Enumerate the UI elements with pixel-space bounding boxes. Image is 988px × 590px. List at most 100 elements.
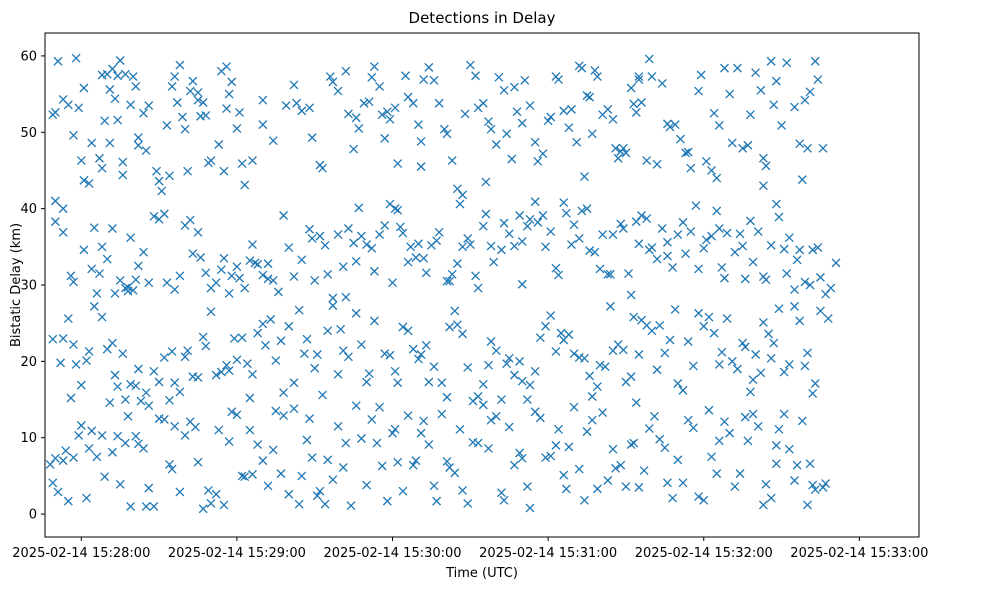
data-point — [569, 349, 579, 359]
data-point — [810, 56, 820, 66]
data-point — [551, 263, 561, 273]
data-point — [722, 314, 732, 324]
data-point — [325, 72, 335, 81]
data-point — [655, 321, 665, 330]
data-point — [341, 66, 351, 76]
data-point — [696, 70, 706, 80]
data-point — [281, 101, 291, 111]
data-point — [232, 355, 242, 365]
data-point — [525, 101, 535, 111]
data-point — [328, 475, 338, 485]
data-point — [118, 170, 128, 180]
data-point — [515, 356, 525, 366]
data-point — [63, 314, 73, 324]
data-point — [668, 493, 678, 503]
data-point — [605, 301, 615, 311]
data-point — [196, 253, 206, 262]
data-point — [603, 104, 613, 114]
data-point — [152, 166, 161, 176]
data-point — [683, 415, 693, 425]
data-point — [535, 333, 545, 343]
data-point — [279, 388, 289, 398]
data-point — [525, 380, 535, 390]
data-point — [771, 440, 781, 450]
data-point — [745, 387, 755, 397]
data-point — [582, 427, 592, 437]
data-point — [224, 89, 234, 99]
data-point — [634, 239, 644, 249]
data-point — [678, 385, 688, 395]
data-point — [738, 338, 748, 348]
data-point — [139, 443, 149, 453]
data-point — [292, 98, 302, 108]
data-point — [489, 257, 499, 267]
data-point — [219, 253, 229, 263]
data-point — [71, 53, 81, 63]
data-point — [401, 71, 410, 81]
data-point — [307, 453, 317, 463]
data-point — [592, 382, 602, 392]
data-point — [84, 346, 94, 356]
data-point — [310, 363, 320, 373]
data-point — [694, 86, 704, 96]
data-point — [761, 275, 771, 285]
data-point — [263, 481, 273, 491]
y-tick-label: 60 — [20, 49, 37, 64]
data-point — [120, 395, 130, 405]
data-point — [478, 221, 488, 231]
data-point — [115, 56, 125, 65]
data-point — [559, 470, 569, 480]
data-point — [598, 230, 608, 240]
data-point — [395, 222, 405, 232]
data-point — [803, 143, 812, 153]
data-point — [707, 231, 716, 241]
data-point — [76, 421, 86, 430]
data-point — [276, 469, 286, 479]
data-point — [118, 349, 128, 359]
data-point — [725, 89, 735, 99]
data-point — [159, 353, 169, 363]
data-point — [183, 166, 193, 176]
data-point — [688, 423, 698, 433]
data-point — [175, 271, 185, 281]
data-point — [100, 116, 110, 126]
data-point — [268, 275, 278, 285]
data-point — [354, 123, 364, 133]
y-tick-label: 50 — [20, 126, 37, 141]
data-point — [572, 137, 582, 147]
x-tick-label: 2025-02-14 15:30:00 — [323, 546, 461, 561]
data-point — [538, 149, 548, 159]
data-point — [105, 138, 115, 148]
data-point — [211, 489, 221, 499]
data-point — [144, 401, 154, 411]
data-point — [486, 337, 496, 346]
data-point — [248, 240, 257, 249]
data-point — [180, 124, 190, 134]
data-point — [579, 353, 589, 363]
data-point — [214, 140, 224, 149]
data-point — [582, 204, 592, 214]
data-point — [720, 63, 729, 73]
data-point — [87, 264, 97, 274]
data-point — [517, 279, 527, 289]
data-point — [58, 456, 68, 466]
data-point — [714, 436, 724, 446]
data-point — [50, 217, 60, 227]
data-point — [333, 421, 343, 431]
data-point — [603, 476, 613, 485]
data-point — [310, 275, 320, 285]
data-point — [224, 366, 234, 375]
data-point — [219, 500, 229, 510]
x-tick-label: 2025-02-14 15:32:00 — [635, 546, 773, 561]
data-point — [333, 369, 343, 379]
data-point — [248, 469, 257, 479]
data-point — [198, 332, 208, 342]
data-point — [499, 495, 509, 505]
data-point — [481, 209, 491, 219]
data-point — [356, 340, 366, 350]
data-point — [183, 346, 193, 356]
data-point — [245, 393, 255, 403]
data-point — [592, 72, 602, 81]
data-point — [766, 493, 776, 503]
